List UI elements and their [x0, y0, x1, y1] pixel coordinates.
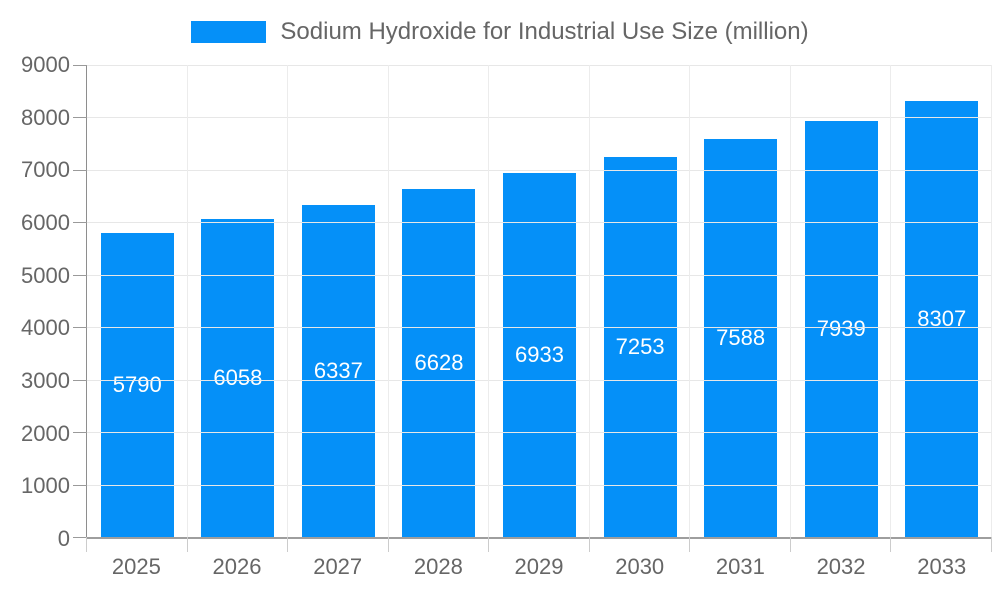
- y-axis-tick: [73, 484, 87, 486]
- y-axis-tick: [73, 222, 87, 224]
- plot-area: 5790 6058 6337 6628 6933 7253 7588 7939 8307: [73, 65, 992, 552]
- x-axis: 2025 2026 2027 2028 2029 2030 2031 2032 2033: [86, 554, 992, 580]
- legend-label: Sodium Hydroxide for Industrial Use Size…: [280, 18, 809, 45]
- x-axis-label: 2027: [313, 554, 363, 579]
- v-gridline: [588, 65, 590, 537]
- y-axis-tick: [73, 537, 87, 538]
- bar-slot: 7588: [690, 65, 791, 537]
- bar: 6933: [503, 173, 577, 537]
- y-axis-tick: [73, 432, 87, 434]
- x-axis-tick: [86, 537, 87, 552]
- bars: 5790 6058 6337 6628 6933 7253 7588 7939 8307: [87, 65, 992, 537]
- bar: 8307: [905, 101, 979, 537]
- bar-slot: 6628: [389, 65, 490, 537]
- h-gridline: [87, 65, 992, 66]
- bar-slot: 7253: [590, 65, 691, 537]
- y-axis-tick: [73, 274, 87, 276]
- v-gridline: [890, 65, 892, 537]
- y-axis-label: 9000: [21, 52, 70, 77]
- y-axis-label: 6000: [21, 210, 70, 236]
- bar-slot: 6058: [188, 65, 289, 537]
- x-axis-tick: [890, 537, 892, 552]
- bar-value-label: 8307: [917, 306, 967, 332]
- x-axis-tick: [488, 537, 490, 552]
- x-axis-label: 2030: [615, 554, 665, 579]
- h-gridline: [87, 169, 992, 171]
- y-axis-tick: [73, 65, 87, 66]
- x-axis-label: 2032: [816, 554, 866, 579]
- v-gridline: [287, 65, 289, 537]
- y-axis-label: 8000: [21, 104, 70, 130]
- x-axis-tick: [689, 537, 691, 552]
- y-axis-label: 2000: [21, 420, 70, 446]
- x-axis-tick: [789, 537, 791, 552]
- v-gridline: [991, 65, 992, 537]
- h-gridline: [87, 327, 992, 329]
- y-axis: 0 1000 2000 3000 4000 5000 6000 7000 8000 9000: [0, 53, 70, 551]
- bar: 6058: [201, 219, 275, 537]
- bar-value-label: 6337: [313, 357, 363, 383]
- x-axis-tick: [588, 537, 590, 552]
- bar-value-label: 7588: [716, 325, 766, 351]
- bar-slot: 6337: [288, 65, 389, 537]
- h-gridline: [87, 222, 992, 224]
- bar: 6628: [402, 189, 476, 537]
- x-axis-label: 2028: [413, 554, 463, 579]
- bar-slot: 6933: [489, 65, 590, 537]
- v-gridline: [689, 65, 691, 537]
- y-axis-label: 1000: [21, 473, 70, 499]
- legend-swatch-icon[interactable]: [191, 21, 267, 43]
- v-gridline: [387, 65, 389, 537]
- bar: 7588: [704, 139, 778, 537]
- x-axis-label: 2026: [212, 554, 262, 579]
- x-axis-tick: [186, 537, 188, 552]
- bar-slot: 8307: [892, 65, 993, 537]
- legend[interactable]: Sodium Hydroxide for Industrial Use Size…: [0, 19, 1000, 45]
- y-axis-label: 3000: [21, 368, 70, 394]
- x-axis-label: 2029: [514, 554, 564, 579]
- bar-value-label: 6933: [515, 342, 565, 368]
- v-gridline: [488, 65, 490, 537]
- y-axis-label: 5000: [21, 262, 70, 288]
- y-axis-label: 7000: [21, 157, 70, 183]
- v-gridline: [789, 65, 791, 537]
- x-axis-tick: [287, 537, 289, 552]
- x-axis-label: 2033: [917, 554, 967, 579]
- bar-value-label: 6628: [414, 350, 464, 376]
- y-axis-tick: [73, 169, 87, 171]
- y-axis-tick: [73, 117, 87, 119]
- bar-value-label: 6058: [213, 365, 263, 391]
- y-axis-label: 4000: [21, 315, 70, 341]
- x-axis-label: 2031: [715, 554, 765, 579]
- x-axis-tick: [991, 537, 992, 552]
- bar: 6337: [301, 204, 375, 537]
- h-gridline: [87, 274, 992, 276]
- bar: 5790: [100, 233, 174, 537]
- h-gridline: [87, 432, 992, 434]
- v-gridline: [186, 65, 188, 537]
- bar-value-label: 7939: [816, 315, 866, 341]
- bar: 7253: [603, 156, 677, 537]
- h-gridline: [87, 117, 992, 119]
- bar-slot: 5790: [87, 65, 188, 537]
- h-gridline: [87, 379, 992, 381]
- h-gridline: [87, 484, 992, 486]
- y-axis-label: 0: [57, 526, 70, 551]
- y-axis-tick: [73, 379, 87, 381]
- x-axis-tick: [387, 537, 389, 552]
- bar-value-label: 5790: [112, 372, 162, 398]
- x-axis-label: 2025: [111, 554, 161, 579]
- bar-slot: 7939: [791, 65, 892, 537]
- bar-value-label: 7253: [615, 333, 665, 359]
- y-axis-tick: [73, 327, 87, 329]
- bar: 7939: [804, 120, 878, 537]
